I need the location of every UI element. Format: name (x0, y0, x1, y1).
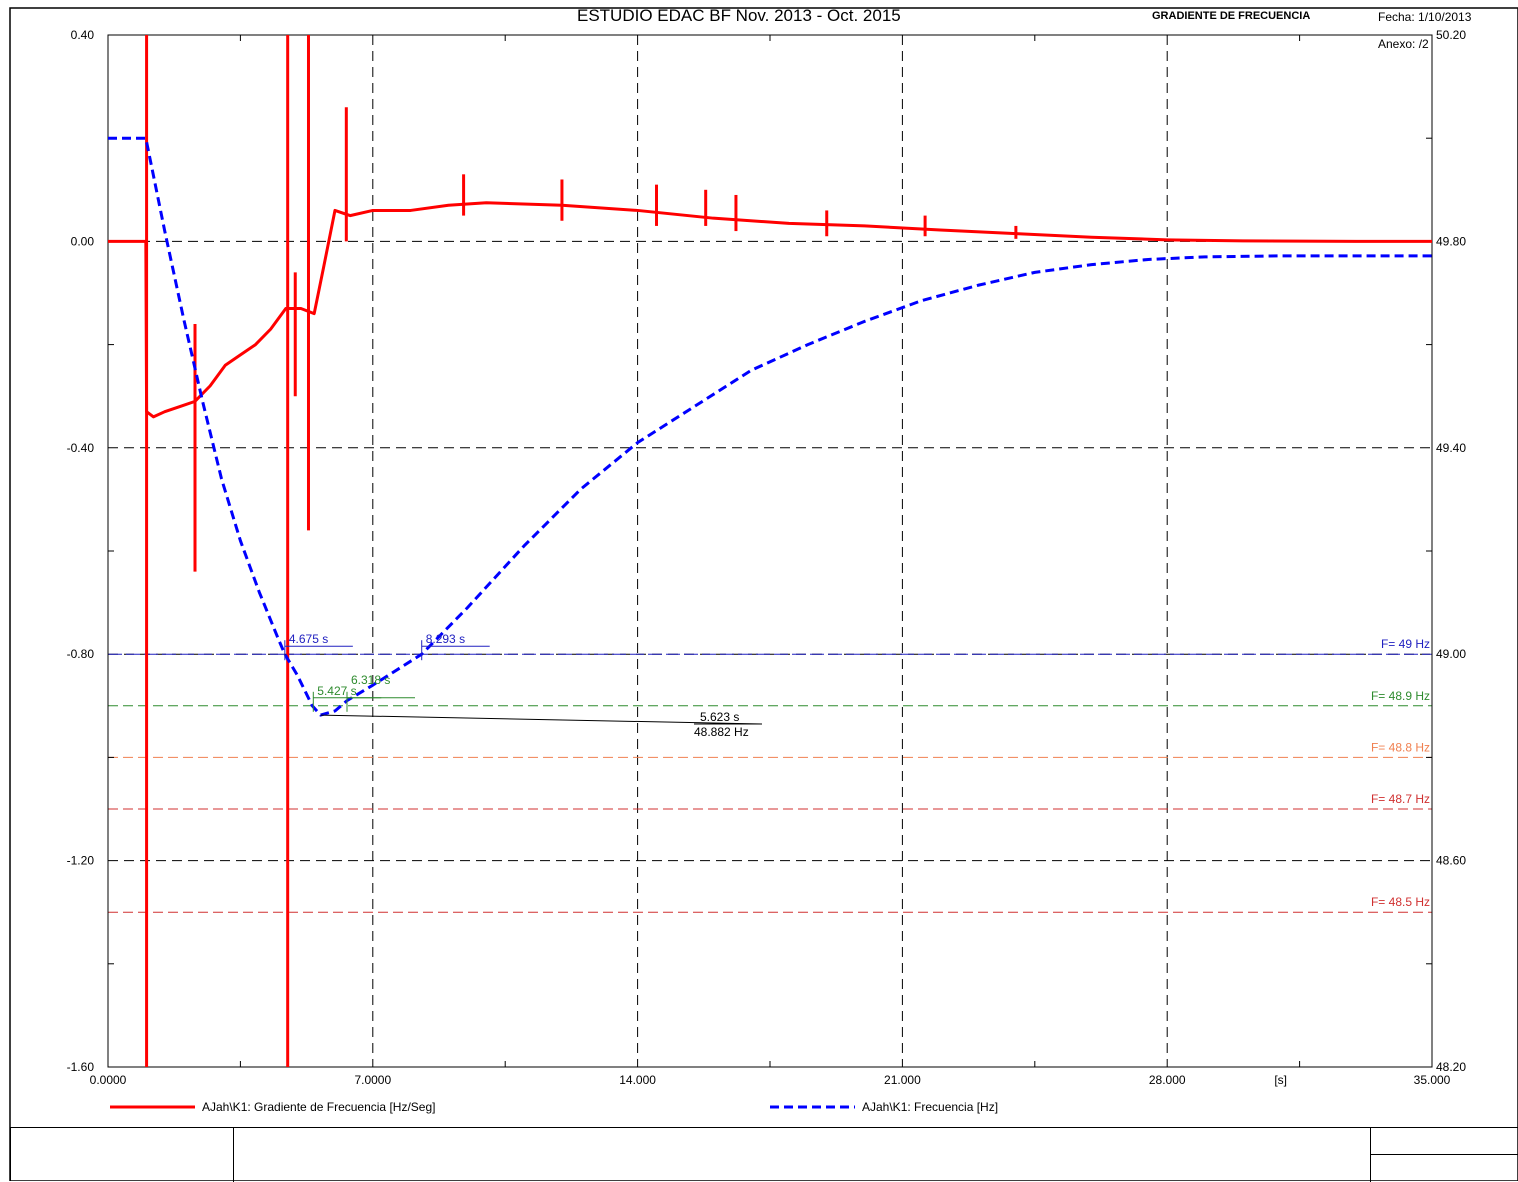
reference-line-label: F= 48.7 Hz (1371, 792, 1430, 806)
footer-title: ESTUDIO EDAC BF Nov. 2013 - Oct. 2015 (577, 6, 901, 25)
y-right-tick-label: 49.80 (1436, 234, 1466, 248)
footer-divider (233, 1128, 234, 1182)
footer-table (10, 1127, 1518, 1182)
footer-subtitle: GRADIENTE DE FRECUENCIA (1152, 10, 1311, 22)
x-axis-label: [s] (1274, 1073, 1287, 1087)
footer-divider (1370, 1154, 1518, 1155)
y-left-tick-label: 0.40 (71, 28, 95, 42)
reference-line-label: F= 48.9 Hz (1371, 689, 1430, 703)
series-line (108, 201, 1432, 419)
y-right-tick-label: 49.40 (1436, 441, 1466, 455)
x-tick-label: 14.000 (619, 1073, 656, 1087)
y-left-tick-label: -1.20 (67, 854, 95, 868)
y-right-tick-label: 48.20 (1436, 1060, 1466, 1074)
reference-line-label: F= 48.5 Hz (1371, 895, 1430, 909)
legend-label: AJah\K1: Gradiente de Frecuencia [Hz/Seg… (202, 1100, 435, 1114)
legend-label: AJah\K1: Frecuencia [Hz] (862, 1100, 998, 1114)
x-tick-label: 0.0000 (90, 1073, 127, 1087)
annotation-label: 6.318 s (351, 673, 390, 687)
y-left-tick-label: -1.60 (67, 1060, 95, 1074)
y-left-tick-label: -0.40 (67, 441, 95, 455)
reference-line-label: F= 48.8 Hz (1371, 740, 1430, 754)
annotation-label: 4.675 s (289, 632, 328, 646)
series-group (108, 35, 1432, 1067)
series-line (108, 136, 1432, 717)
x-tick-label: 21.000 (884, 1073, 921, 1087)
outer-frame (9, 7, 1518, 1181)
annotation-label: 5.623 s (700, 710, 739, 724)
annotation-label: 48.882 Hz (694, 725, 749, 739)
y-right-tick-label: 49.00 (1436, 647, 1466, 661)
reference-lines: F= 49 Hz F= 48.9 Hz F= 48.8 Hz F= 48.7 Hz F=… (108, 637, 1432, 913)
annotations: 4.675 s 8.293 s5.427 s6.318 s5.623 s48.88… (284, 632, 763, 739)
y-right-tick-label: 48.60 (1436, 854, 1466, 868)
y-left-tick-label: -0.80 (67, 647, 95, 661)
x-tick-label: 28.000 (1149, 1073, 1186, 1087)
x-tick-label: 7.0000 (354, 1073, 391, 1087)
footer-divider (1370, 1128, 1371, 1182)
footer-annex: Anexo: /2 (1378, 37, 1429, 51)
footer-date: Fecha: 1/10/2013 (1378, 10, 1472, 24)
axes: 0.0000 7.0000 14.000 21.000 28.000 35.000 0.40… (9, 7, 1518, 1181)
x-tick-label: 35.000 (1414, 1073, 1451, 1087)
y-right-tick-label: 50.20 (1436, 28, 1466, 42)
annotation-leader (320, 714, 763, 725)
y-left-tick-label: 0.00 (71, 234, 95, 248)
legend: AJah\K1: Gradiente de Frecuencia [Hz/Seg… (110, 1100, 998, 1114)
annotation-label: 8.293 s (426, 632, 465, 646)
reference-line-label: F= 49 Hz (1381, 637, 1430, 651)
